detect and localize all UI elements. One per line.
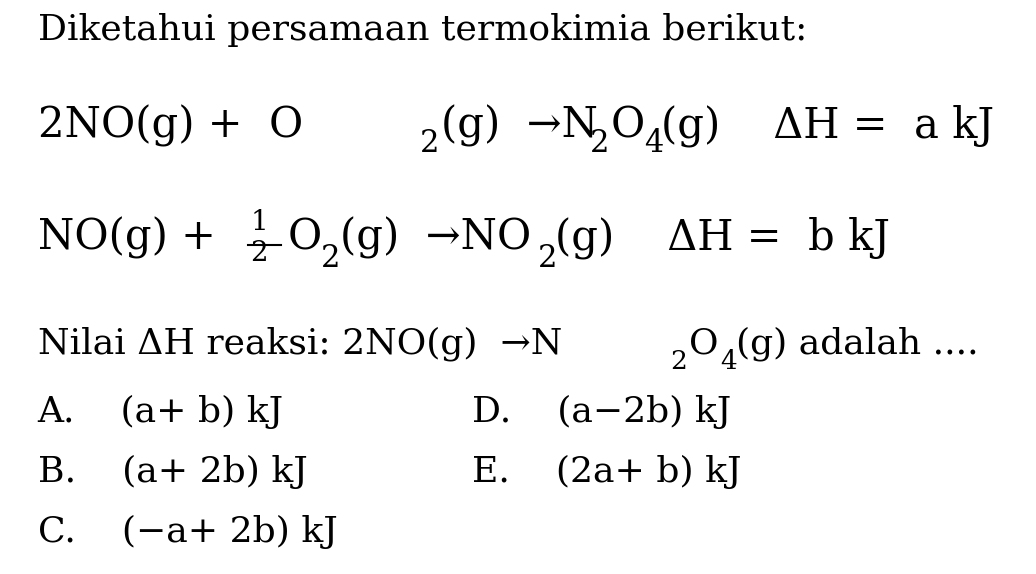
Text: Nilai ΔH reaksi: 2NO(g)  →N: Nilai ΔH reaksi: 2NO(g) →N: [37, 326, 563, 360]
Text: NO(g) +: NO(g) +: [37, 217, 242, 259]
Text: 4: 4: [643, 128, 663, 159]
Text: 2: 2: [321, 243, 341, 274]
Text: 2: 2: [538, 243, 557, 274]
Text: (g)  →NO: (g) →NO: [340, 217, 531, 259]
Text: 1: 1: [250, 208, 268, 235]
Text: O: O: [610, 105, 644, 147]
Text: B.    (a+ 2b) kJ: B. (a+ 2b) kJ: [37, 455, 308, 489]
Text: 2: 2: [420, 128, 439, 159]
Text: C.    (−a+ 2b) kJ: C. (−a+ 2b) kJ: [37, 515, 338, 549]
Text: D.    (a−2b) kJ: D. (a−2b) kJ: [471, 395, 731, 429]
Text: 2: 2: [670, 348, 687, 374]
Text: E.    (2a+ b) kJ: E. (2a+ b) kJ: [471, 455, 742, 489]
Text: 2: 2: [250, 240, 267, 267]
Text: O: O: [689, 326, 718, 360]
Text: (g)    ΔH =  b kJ: (g) ΔH = b kJ: [555, 217, 890, 259]
Text: (g)  →N: (g) →N: [440, 105, 598, 148]
Text: O: O: [288, 217, 322, 259]
Text: Diketahui persamaan termokimia berikut:: Diketahui persamaan termokimia berikut:: [37, 13, 807, 47]
Text: A.    (a+ b) kJ: A. (a+ b) kJ: [37, 395, 284, 429]
Text: (g)    ΔH =  a kJ: (g) ΔH = a kJ: [661, 105, 994, 148]
Text: (g) adalah ....: (g) adalah ....: [737, 326, 979, 360]
Text: 4: 4: [720, 348, 737, 374]
Text: 2NO(g) +  O: 2NO(g) + O: [37, 105, 303, 148]
Text: 2: 2: [589, 128, 609, 159]
